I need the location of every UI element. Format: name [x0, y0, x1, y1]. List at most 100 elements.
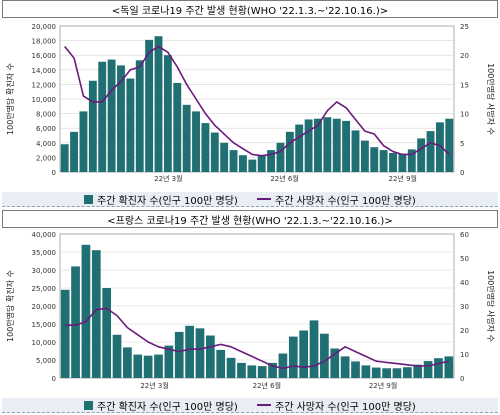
y-left-tick-label: 4,000	[36, 140, 56, 148]
chart-title: <프랑스 코로나19 주간 발생 현황(WHO '22.1.3.~'22.10.…	[107, 216, 393, 227]
bar	[60, 289, 70, 378]
bar	[268, 362, 277, 378]
y-right-tick-label: 0	[460, 169, 464, 177]
y-left-tick-label: 2,000	[36, 154, 56, 162]
bar	[248, 159, 257, 172]
bar	[71, 266, 80, 378]
bar	[370, 147, 379, 172]
bar	[143, 355, 153, 378]
bar	[288, 336, 298, 378]
bar	[444, 356, 454, 378]
bar	[237, 362, 246, 378]
chart-title-box: <프랑스 코로나19 주간 발생 현황(WHO '22.1.3.~'22.10.…	[2, 210, 498, 228]
y-left-tick-label: 0	[52, 169, 56, 177]
chart-panel-france: <프랑스 코로나19 주간 발생 현황(WHO '22.1.3.~'22.10.…	[2, 210, 498, 415]
bar	[220, 142, 229, 172]
bar	[107, 59, 116, 172]
x-tick-label: 22년 9월	[369, 381, 397, 390]
bar	[361, 365, 371, 378]
chart-title-box: <독일 코로나19 주간 발생 현황(WHO '22.1.3.~'22.10.1…	[2, 0, 498, 18]
bar	[423, 361, 433, 378]
bar	[304, 119, 313, 172]
legend-label-cases: 주간 확진자 수(인구 100만 명당)	[97, 401, 238, 413]
bar	[238, 155, 247, 172]
bar	[117, 65, 125, 172]
bar	[163, 55, 172, 173]
bar	[226, 357, 236, 378]
bar	[276, 142, 285, 172]
bar	[195, 328, 205, 378]
bar	[426, 131, 435, 172]
y-left-tick-label: 10,000	[32, 96, 57, 104]
y-right-axis-title: 100만명당 사망자 수	[486, 270, 496, 342]
bar	[205, 335, 215, 378]
bar	[267, 150, 276, 172]
y-right-tick-label: 25	[460, 23, 469, 31]
bar	[81, 244, 91, 378]
bar	[91, 250, 101, 378]
y-right-tick-label: 20	[460, 52, 469, 60]
bar	[182, 104, 191, 172]
y-left-tick-label: 35,000	[32, 249, 57, 257]
bar	[330, 348, 340, 378]
y-right-tick-label: 20	[460, 327, 469, 335]
series-line	[65, 307, 449, 370]
bar	[102, 288, 112, 378]
bar	[351, 130, 360, 172]
bar	[192, 111, 200, 172]
y-left-tick-label: 16,000	[32, 52, 57, 60]
x-tick-label: 22년 6월	[270, 174, 298, 183]
y-right-tick-label: 60	[460, 231, 469, 239]
y-left-tick-label: 30,000	[32, 267, 57, 275]
y-right-tick-label: 0	[460, 375, 464, 383]
x-tick-label: 22년 3월	[154, 174, 182, 183]
bar	[389, 153, 397, 172]
bar	[371, 367, 381, 378]
legend-item-deaths: 주간 사망자 수(인구 100만 명당)	[257, 192, 416, 207]
bar	[314, 118, 322, 172]
y-right-tick-label: 50	[460, 255, 469, 263]
bar	[135, 60, 144, 173]
y-left-tick-label: 8,000	[36, 111, 56, 119]
bar	[342, 120, 351, 172]
bar-swatch-icon	[84, 194, 93, 204]
x-tick-label: 22년 9월	[389, 174, 417, 183]
bar	[309, 320, 319, 378]
y-left-tick-label: 18,000	[32, 38, 57, 46]
legend-label-cases: 주간 확진자 수(인구 100만 명당)	[97, 195, 238, 207]
y-left-tick-label: 15,000	[32, 321, 57, 329]
bar	[351, 361, 360, 378]
y-left-tick-label: 20,000	[32, 303, 57, 311]
y-left-tick-label: 14,000	[32, 67, 57, 75]
chart-plot-area: 0 2,000 4,000 6,000 8,000 10,000 12,000 14,000 1…	[5, 23, 496, 183]
y-left-tick-label: 20,000	[32, 23, 57, 31]
bar	[435, 122, 444, 172]
line-swatch-icon	[257, 198, 271, 200]
bar	[332, 118, 341, 172]
bar	[112, 334, 122, 378]
bar	[60, 144, 69, 172]
bar	[285, 131, 294, 172]
bar	[154, 36, 163, 172]
bar	[257, 155, 266, 172]
bar	[320, 333, 329, 378]
y-right-tick-label: 10	[460, 351, 469, 359]
bar	[392, 368, 402, 378]
bar	[407, 149, 416, 172]
x-tick-label: 22년 3월	[140, 381, 168, 390]
bar	[123, 347, 132, 378]
bar	[210, 132, 219, 172]
bar	[145, 39, 154, 173]
y-right-axis-title: 100만명당 사망자 수	[486, 63, 496, 135]
bar	[278, 353, 288, 378]
legend-label-deaths: 주간 사망자 수(인구 100만 명당)	[275, 195, 416, 207]
bar	[79, 111, 88, 172]
bar	[164, 345, 174, 378]
bar	[173, 82, 182, 172]
bar	[340, 356, 350, 378]
y-right-tick-label: 10	[460, 111, 469, 119]
bar	[434, 358, 443, 378]
y-left-axis-title: 100만명당 확진자 수	[5, 63, 15, 135]
bar	[154, 354, 163, 378]
line-swatch-icon	[257, 404, 271, 406]
